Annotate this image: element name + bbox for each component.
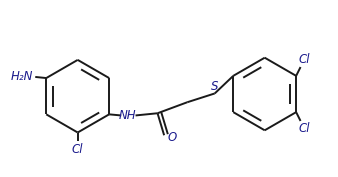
Text: H₂N: H₂N [11,70,33,83]
Text: NH: NH [119,109,137,122]
Text: Cl: Cl [298,122,310,135]
Text: S: S [211,80,218,93]
Text: O: O [167,131,176,144]
Text: Cl: Cl [72,142,83,156]
Text: Cl: Cl [298,53,310,66]
